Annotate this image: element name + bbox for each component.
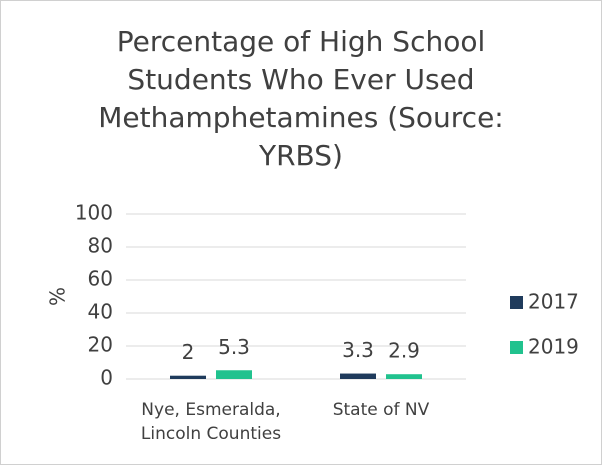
data-label: 3.3 xyxy=(342,338,374,362)
data-label: 5.3 xyxy=(218,335,250,359)
y-tick-label: 20 xyxy=(88,333,113,357)
y-tick-label: 60 xyxy=(88,267,113,291)
bar xyxy=(386,374,422,379)
bar xyxy=(170,375,206,379)
y-tick-label: 100 xyxy=(75,201,113,225)
legend-label: 2017 xyxy=(528,290,579,314)
bar xyxy=(216,370,252,379)
x-tick-label: Nye, Esmeralda, Lincoln Counties xyxy=(140,400,282,444)
y-tick-label: 40 xyxy=(88,300,113,324)
y-axis-label: % xyxy=(46,287,70,306)
y-tick-label: 0 xyxy=(100,366,113,390)
legend-swatch xyxy=(510,341,523,354)
data-label: 2 xyxy=(182,340,195,364)
x-tick-label: State of NV xyxy=(332,400,430,420)
data-label: 2.9 xyxy=(388,339,420,363)
chart-title: Percentage of High School Students Who E… xyxy=(98,25,504,172)
y-tick-label: 80 xyxy=(88,234,113,258)
legend-label: 2019 xyxy=(528,335,579,359)
bar xyxy=(340,373,376,379)
legend-swatch xyxy=(510,296,523,309)
